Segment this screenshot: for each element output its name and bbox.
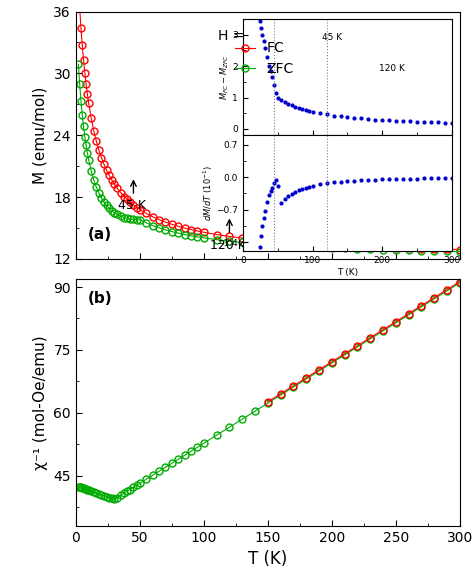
Text: (a): (a) [87, 227, 111, 242]
FC [239, 235, 245, 242]
ZFC [104, 202, 109, 209]
ZFC [239, 239, 245, 246]
FC [130, 202, 136, 209]
FC [104, 166, 109, 173]
Y-axis label: M (emu/mol): M (emu/mol) [33, 87, 48, 184]
Line: FC: FC [75, 0, 463, 253]
ZFC [130, 216, 136, 223]
ZFC [457, 248, 463, 255]
Text: H = 1000 Oe: H = 1000 Oe [218, 29, 308, 43]
ZFC [75, 61, 81, 68]
FC [79, 42, 85, 49]
ZFC [78, 97, 84, 104]
FC [457, 246, 463, 253]
Text: 45 K: 45 K [118, 199, 146, 212]
X-axis label: T (K): T (K) [248, 550, 287, 568]
FC [78, 25, 84, 32]
Text: (b): (b) [87, 291, 112, 306]
ZFC [79, 111, 85, 118]
Line: ZFC: ZFC [75, 61, 463, 255]
FC [227, 233, 232, 240]
ZFC [227, 238, 232, 244]
Y-axis label: χ⁻¹ (mol-Oe/emu): χ⁻¹ (mol-Oe/emu) [33, 335, 48, 470]
Text: 120 K: 120 K [210, 239, 246, 251]
Legend: FC, ZFC: FC, ZFC [229, 36, 299, 82]
